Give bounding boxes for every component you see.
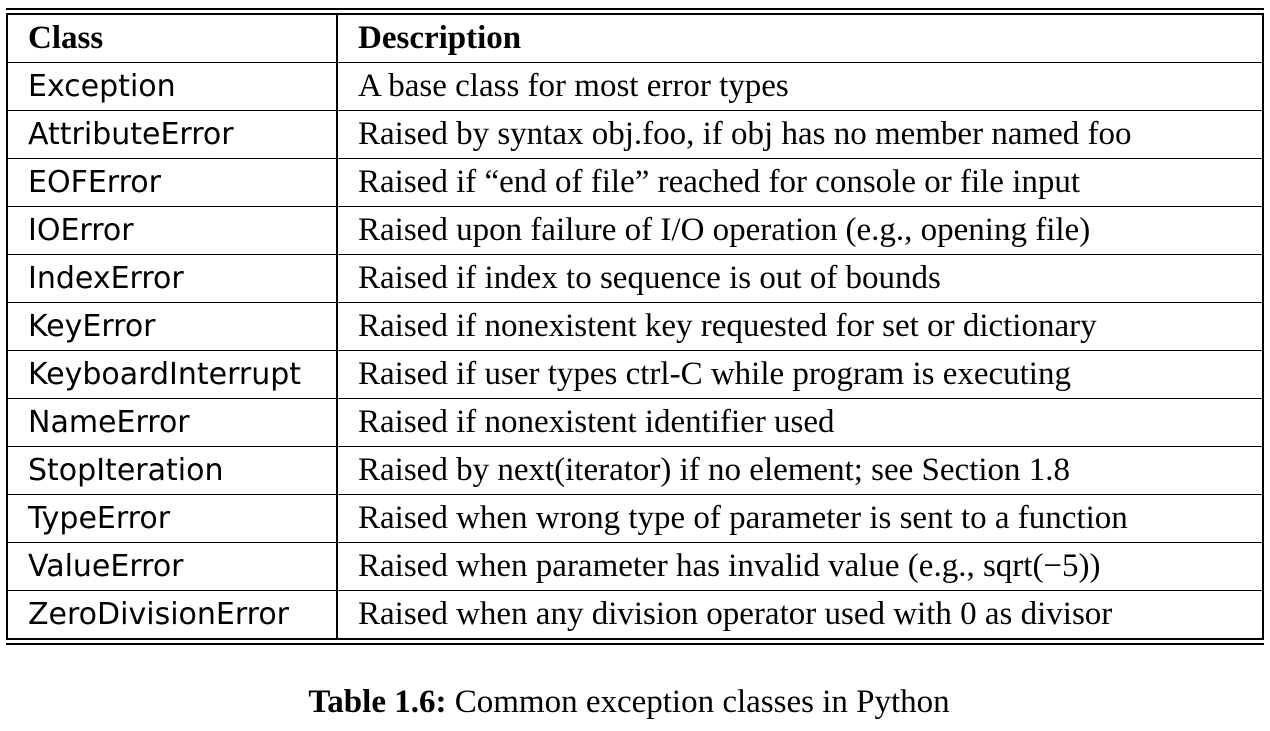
- table-row: ZeroDivisionError Raised when any divisio…: [7, 590, 1263, 640]
- exception-class-name: ZeroDivisionError: [7, 590, 338, 640]
- exception-class-name: IOError: [7, 206, 338, 255]
- exception-class-name: EOFError: [7, 158, 338, 207]
- exception-description: A base class for most error types: [337, 62, 1263, 111]
- exception-description: Raised if index to sequence is out of bo…: [337, 254, 1263, 303]
- table-row: KeyboardInterrupt Raised if user types ct…: [7, 350, 1263, 399]
- exception-class-name: KeyError: [7, 302, 338, 351]
- exception-description: Raised if nonexistent key requested for …: [337, 302, 1263, 351]
- exception-description: Raised if nonexistent identifier used: [337, 398, 1263, 447]
- exception-description: Raised when parameter has invalid value …: [337, 542, 1263, 591]
- exception-class-name: Exception: [7, 62, 338, 111]
- exception-description: Raised when any division operator used w…: [337, 590, 1263, 640]
- exception-classes-table: Class Description Exception A base class …: [6, 13, 1264, 640]
- caption-label: Table 1.6:: [308, 684, 447, 720]
- table-row: KeyError Raised if nonexistent key reques…: [7, 302, 1263, 351]
- exception-description: Raised if user types ctrl-C while progra…: [337, 350, 1263, 399]
- exception-class-name: TypeError: [7, 494, 338, 543]
- exception-class-name: NameError: [7, 398, 338, 447]
- exception-class-name: AttributeError: [7, 110, 338, 159]
- header-class: Class: [7, 14, 338, 63]
- exception-table-frame: Class Description Exception A base class …: [6, 8, 1264, 645]
- exception-description: Raised by next(iterator) if no element; …: [337, 446, 1263, 495]
- exception-description: Raised upon failure of I/O operation (e.…: [337, 206, 1263, 255]
- table-row: TypeError Raised when wrong type of param…: [7, 494, 1263, 543]
- table-row: ValueError Raised when parameter has inva…: [7, 542, 1263, 591]
- table-row: StopIteration Raised by next(iterator) if…: [7, 446, 1263, 495]
- exception-class-name: ValueError: [7, 542, 338, 591]
- exception-class-name: StopIteration: [7, 446, 338, 495]
- table-row: Exception A base class for most error typ…: [7, 62, 1263, 111]
- exception-description: Raised if “end of file” reached for cons…: [337, 158, 1263, 207]
- table-row: AttributeError Raised by syntax obj.foo, …: [7, 110, 1263, 159]
- table-row: EOFError Raised if “end of file” reached …: [7, 158, 1263, 207]
- exception-class-name: IndexError: [7, 254, 338, 303]
- header-description: Description: [337, 14, 1263, 63]
- table-body: Exception A base class for most error typ…: [7, 62, 1263, 640]
- table-caption: Table 1.6: Common exception classes in P…: [0, 684, 1258, 721]
- caption-text: Common exception classes in Python: [446, 684, 950, 720]
- table-row: IOError Raised upon failure of I/O operat…: [7, 206, 1263, 255]
- table-header-row: Class Description: [7, 14, 1263, 63]
- exception-class-name: KeyboardInterrupt: [7, 350, 338, 399]
- exception-description: Raised by syntax obj.foo, if obj has no …: [337, 110, 1263, 159]
- table-row: NameError Raised if nonexistent identifie…: [7, 398, 1263, 447]
- table-row: IndexError Raised if index to sequence is…: [7, 254, 1263, 303]
- exception-description: Raised when wrong type of parameter is s…: [337, 494, 1263, 543]
